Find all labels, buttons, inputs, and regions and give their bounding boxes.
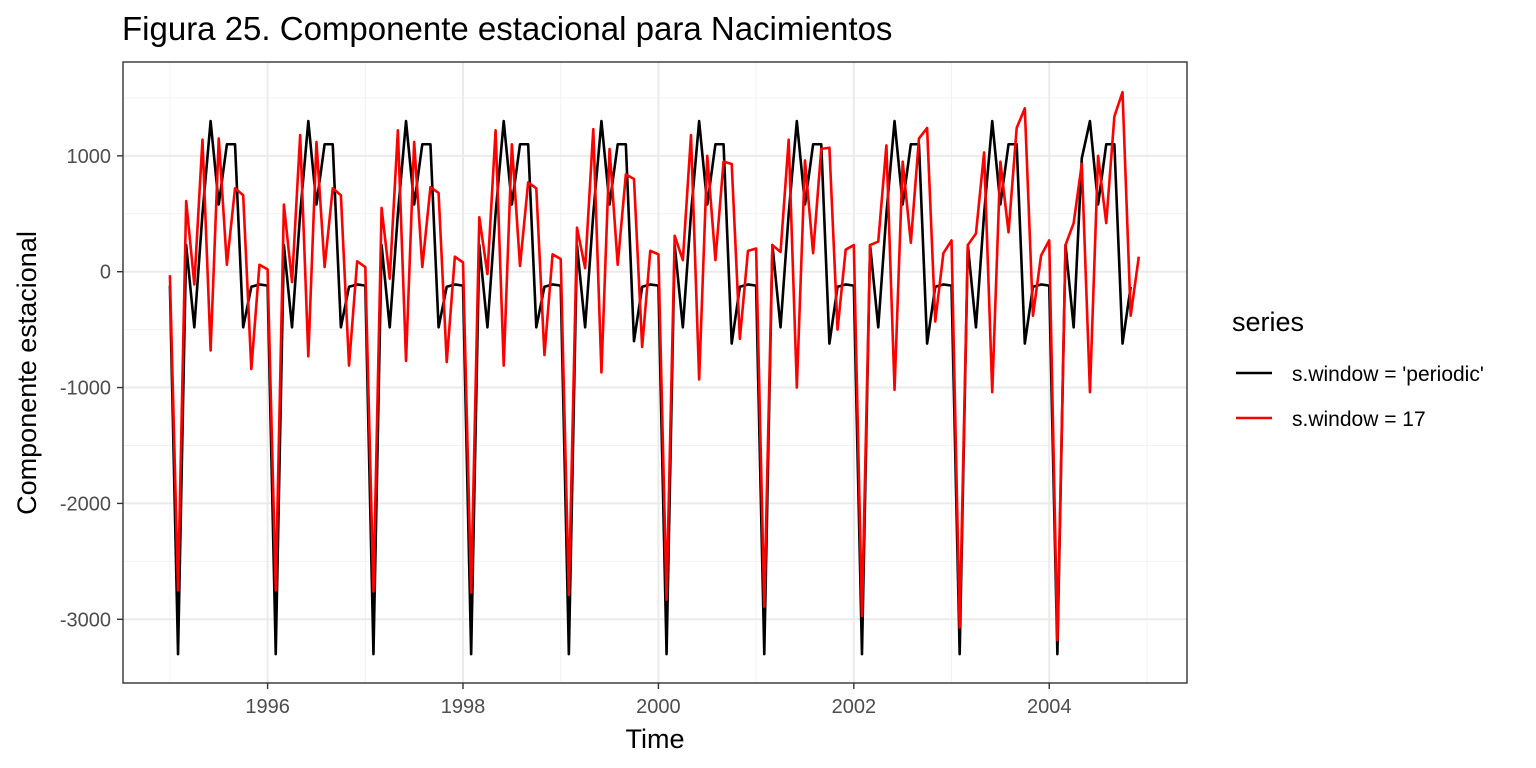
- x-tick-label: 1998: [441, 696, 486, 718]
- series-lines: [168, 90, 1141, 656]
- series-line-2: [168, 90, 1141, 642]
- legend-label-2: s.window = 17: [1292, 408, 1426, 431]
- y-tick-label: -2000: [60, 493, 111, 515]
- y-axis: -3000 -2000 -1000 0 1000: [60, 146, 123, 631]
- series-line-1: [168, 119, 1132, 656]
- x-axis: 1996 1998 2000 2002 2004: [245, 683, 1071, 718]
- chart-title: Figura 25. Componente estacional para Na…: [122, 10, 892, 47]
- legend-items: s.window = 'periodic' s.window = 17: [1236, 363, 1484, 431]
- y-axis-title: Componente estacional: [12, 231, 42, 515]
- y-tick-label: 1000: [67, 146, 112, 168]
- plot-border: [122, 61, 1188, 684]
- legend-title: series: [1232, 307, 1304, 337]
- legend: series s.window = 'periodic' s.window = 1…: [1232, 307, 1484, 431]
- y-tick-label: -3000: [60, 609, 111, 631]
- y-tick-label: 0: [100, 262, 111, 284]
- x-tick-label: 2002: [832, 696, 877, 718]
- x-tick-label: 2004: [1027, 696, 1072, 718]
- y-tick-label: -1000: [60, 378, 111, 400]
- x-tick-label: 2000: [636, 696, 681, 718]
- legend-label-1: s.window = 'periodic': [1292, 363, 1484, 386]
- x-tick-label: 1996: [245, 696, 290, 718]
- x-axis-title: Time: [626, 724, 685, 754]
